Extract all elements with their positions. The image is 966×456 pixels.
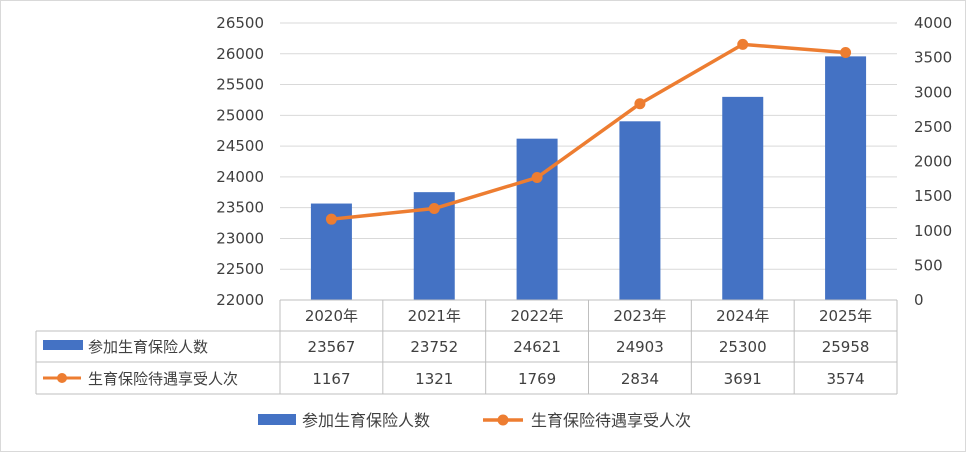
legend: 参加生育保险人数 生育保险待遇享受人次 [258, 411, 691, 430]
table-cell: 3691 [724, 370, 762, 388]
left-axis-tick-label: 23000 [216, 229, 264, 247]
category-label: 2025年 [819, 307, 872, 325]
left-axis-tick-label: 26000 [216, 45, 264, 63]
right-axis-tick-label: 4000 [914, 14, 952, 32]
bar [825, 56, 867, 300]
line-path [331, 42, 846, 221]
table-cell: 23752 [410, 338, 458, 356]
right-axis-tick-label: 2000 [914, 153, 952, 171]
left-axis-tick-label: 23500 [216, 199, 264, 217]
table-line-key-marker [57, 373, 67, 383]
table-cell: 25958 [822, 338, 870, 356]
line-point [634, 98, 646, 110]
table-bar-key [43, 340, 83, 350]
gridlines [280, 22, 897, 270]
table-cell: 1769 [518, 370, 556, 388]
category-label: 2022年 [510, 307, 563, 325]
table-cell: 1167 [312, 370, 350, 388]
data-table: 2020年 2021年 2022年 2023年 2024年 2025年参加生育保险人数生育… [35, 299, 898, 395]
table-cell: 2834 [621, 370, 659, 388]
table-cell: 24621 [513, 338, 561, 356]
bar [516, 138, 558, 300]
right-axis-tick-label: 2500 [914, 118, 952, 136]
left-axis-tick-label: 22000 [216, 291, 264, 309]
line-point [325, 213, 337, 225]
legend-bar-swatch [258, 414, 296, 425]
right-axis-tick-label: 3000 [914, 83, 952, 101]
left-axis-tick-label: 25500 [216, 76, 264, 94]
table-cell: 1321 [415, 370, 453, 388]
left-axis-tick-label: 22500 [216, 260, 264, 278]
line-point [531, 171, 543, 183]
table-row-label: 生育保险待遇享受人次 [88, 370, 238, 388]
table-cell: 25300 [719, 338, 767, 356]
right-axis-tick-label: 3500 [914, 49, 952, 67]
right-axis-tick-label: 0 [914, 291, 924, 309]
bar [619, 121, 661, 300]
line-point [840, 47, 852, 59]
line-point [428, 203, 440, 215]
left-axis-tick-label: 25000 [216, 106, 264, 124]
left-axis-ticks: 22000 22500 23000 23500 24000 24500 25000 25500… [216, 14, 264, 309]
line-point [737, 38, 749, 50]
table-row-label: 参加生育保险人数 [88, 338, 208, 356]
category-label: 2021年 [408, 307, 461, 325]
right-axis-ticks: 0 500 1000 1500 2000 2500 3000 3500 4000 [914, 14, 952, 309]
category-label: 2024年 [716, 307, 769, 325]
right-axis-tick-label: 1500 [914, 187, 952, 205]
right-axis-tick-label: 500 [914, 256, 943, 274]
legend-label: 生育保险待遇享受人次 [531, 411, 691, 430]
line-series [325, 38, 852, 225]
left-axis-tick-label: 26500 [216, 14, 264, 32]
left-axis-tick-label: 24500 [216, 137, 264, 155]
table-cell: 24903 [616, 338, 664, 356]
left-axis-tick-label: 24000 [216, 168, 264, 186]
bar [722, 96, 764, 300]
table-cell: 23567 [308, 338, 356, 356]
right-axis-tick-label: 1000 [914, 222, 952, 240]
category-label: 2020年 [305, 307, 358, 325]
legend-label: 参加生育保险人数 [302, 411, 430, 430]
category-label: 2023年 [613, 307, 666, 325]
table-cell: 3574 [826, 370, 864, 388]
legend-line-marker [497, 414, 509, 426]
